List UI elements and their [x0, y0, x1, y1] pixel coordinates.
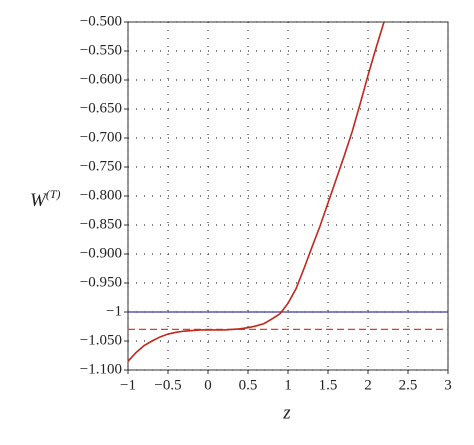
- x-tick-label: 2: [364, 377, 372, 393]
- x-tick-label: 2.5: [399, 377, 418, 393]
- y-tick-label: −0.550: [80, 42, 122, 58]
- x-tick-label: 1.5: [319, 377, 338, 393]
- x-tick-label: 0: [204, 377, 212, 393]
- y-axis-label: W(T): [30, 187, 61, 212]
- x-tick-label: 3: [444, 377, 452, 393]
- y-label-sup: (T): [46, 187, 61, 201]
- x-tick-label: −0.5: [154, 377, 181, 393]
- y-tick-label: −0.900: [80, 245, 122, 261]
- y-tick-label: −1.100: [80, 361, 122, 377]
- y-tick-label: −0.650: [80, 100, 122, 116]
- x-tick-label: 1: [284, 377, 292, 393]
- y-tick-label: −0.500: [80, 13, 122, 29]
- x-axis-label: z: [282, 402, 291, 423]
- x-tick-label: 0.5: [239, 377, 258, 393]
- y-tick-label: −1.050: [80, 332, 122, 348]
- y-tick-label: −0.700: [80, 129, 122, 145]
- curve: [127, 21, 385, 362]
- plot-frame: [127, 21, 449, 371]
- y-tick-label: −0.800: [80, 187, 122, 203]
- y-label-main: W: [30, 190, 48, 211]
- y-tick-label: −1: [106, 303, 122, 319]
- y-tick-label: −0.750: [80, 158, 122, 174]
- y-tick-label: −0.950: [80, 274, 122, 290]
- y-tick-label: −0.850: [80, 216, 122, 232]
- x-tick-label: −1: [120, 377, 136, 393]
- y-tick-label: −0.600: [80, 71, 122, 87]
